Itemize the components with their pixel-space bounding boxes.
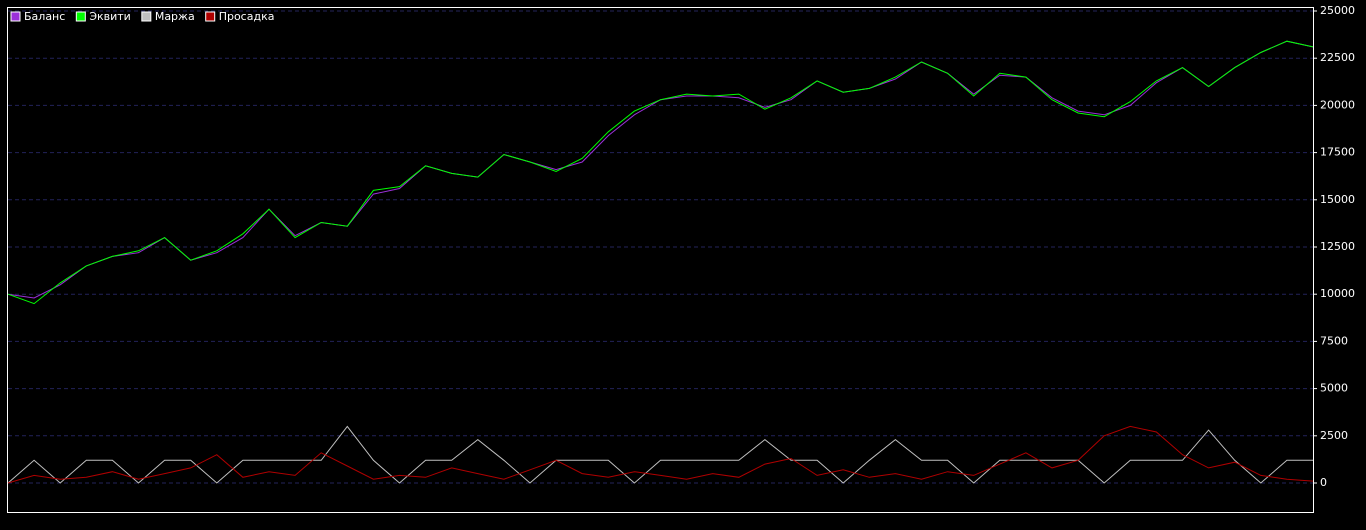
legend-swatch xyxy=(75,11,86,22)
y-tick-label: 20000 xyxy=(1320,98,1355,111)
series-line xyxy=(7,40,1314,305)
legend-swatch xyxy=(141,11,152,22)
y-tick-label: 25000 xyxy=(1320,4,1355,17)
y-tick-label: 22500 xyxy=(1320,51,1355,64)
series-line xyxy=(7,425,1314,484)
legend-swatch xyxy=(10,11,21,22)
y-tick-label: 10000 xyxy=(1320,287,1355,300)
y-tick-label: 2500 xyxy=(1320,429,1348,442)
y-tick-label: 7500 xyxy=(1320,334,1348,347)
legend-label: Эквити xyxy=(89,10,131,23)
plot-frame xyxy=(7,7,1314,513)
y-tick-label: 15000 xyxy=(1320,193,1355,206)
legend-label: Просадка xyxy=(219,10,275,23)
legend-label: Маржа xyxy=(155,10,195,23)
legend-label: Баланс xyxy=(24,10,65,23)
y-tick-label: 12500 xyxy=(1320,240,1355,253)
legend: Баланс Эквити Маржа Просадка xyxy=(10,10,275,23)
y-tick-label: 0 xyxy=(1320,476,1327,489)
y-tick-label: 17500 xyxy=(1320,146,1355,159)
y-tick-label: 5000 xyxy=(1320,382,1348,395)
legend-swatch xyxy=(205,11,216,22)
series-line xyxy=(7,425,1313,484)
